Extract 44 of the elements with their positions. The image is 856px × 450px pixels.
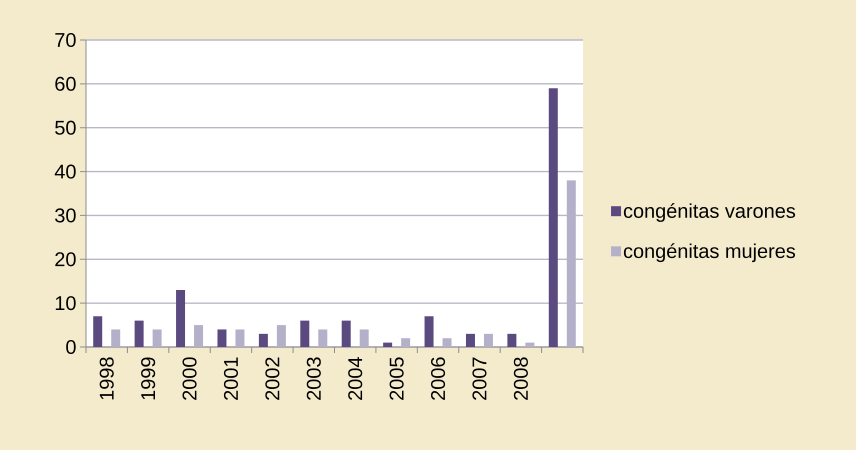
bar — [152, 329, 162, 347]
x-tick-label: 1998 — [100, 357, 114, 400]
y-tick-label: 10 — [56, 296, 76, 310]
x-tick-label: 2004 — [348, 357, 362, 400]
y-tick-label: 30 — [55, 208, 76, 222]
x-tick-label: 2001 — [224, 358, 238, 400]
x-tick-label: 2007 — [472, 358, 487, 400]
y-tick-label: 70 — [55, 32, 76, 48]
x-tick-label: 2008 — [514, 357, 528, 400]
x-tick-label: 2002 — [265, 358, 280, 400]
bar — [235, 329, 244, 347]
bar — [134, 320, 144, 347]
y-tick-label: 20 — [55, 252, 76, 266]
bar — [484, 334, 493, 347]
bar — [111, 329, 120, 347]
bar — [258, 334, 268, 347]
x-tick-label: 1999 — [141, 357, 156, 400]
x-tick-label: 2005 — [390, 357, 404, 400]
x-tick-label: 2000 — [182, 357, 197, 400]
bar — [442, 338, 452, 347]
bar — [424, 316, 434, 347]
legend-label: congénitas mujeres — [624, 243, 796, 262]
y-tick-label: 0 — [66, 340, 76, 354]
bar — [176, 290, 186, 347]
bar — [360, 329, 369, 347]
bar — [300, 320, 310, 347]
bar — [548, 88, 558, 347]
bar — [466, 334, 475, 347]
y-tick-label: 60 — [55, 76, 76, 91]
bar — [276, 325, 286, 347]
bar — [194, 325, 204, 347]
bar — [401, 338, 410, 347]
bar — [342, 320, 351, 347]
x-tick-label: 2003 — [306, 357, 321, 400]
y-tick-label: 40 — [54, 164, 76, 179]
bar — [318, 329, 328, 347]
bar — [525, 342, 534, 347]
bar — [507, 334, 516, 347]
x-tick-label: 2006 — [431, 357, 446, 400]
bar — [383, 342, 392, 347]
legend-label: congénitas varones — [624, 203, 796, 222]
bar — [93, 316, 102, 347]
y-tick-label: 50 — [55, 120, 76, 135]
bar — [217, 329, 226, 347]
